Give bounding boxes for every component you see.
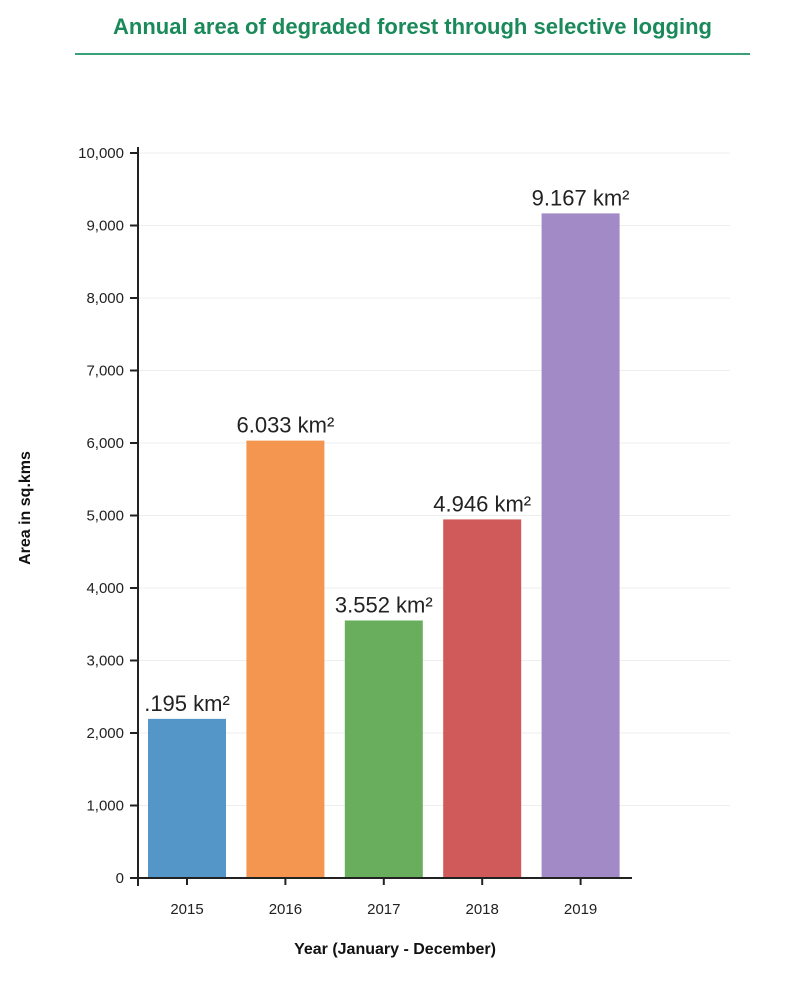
x-tick-label: 2015 <box>170 901 203 918</box>
x-tick-label: 2017 <box>367 901 400 918</box>
y-tick-label: 4,000 <box>86 580 124 597</box>
chart-title: Annual area of degraded forest through s… <box>113 14 712 39</box>
y-tick-label: 1,000 <box>86 798 124 815</box>
data-labels: .195 km² 6.033 km² 3.552 km² 4.946 km² 9.167… <box>144 185 629 715</box>
bar-2019 <box>541 213 620 878</box>
y-tick-label: 7,000 <box>86 363 124 380</box>
data-label-2019: 9.167 km² <box>532 185 630 210</box>
y-tick-label: 9,000 <box>86 218 124 235</box>
bar-2016 <box>246 440 325 878</box>
data-label-2016: 6.033 km² <box>236 413 334 438</box>
y-tick-label: 2,000 <box>86 725 124 742</box>
x-tick-label: 2016 <box>269 901 302 918</box>
x-axis-title: Year (January - December) <box>294 941 496 958</box>
bar-2015 <box>148 718 226 878</box>
title-underline <box>75 53 750 55</box>
y-tick-label: 5,000 <box>86 508 124 525</box>
x-tick-label: 2019 <box>564 901 597 918</box>
y-tick-label: 8,000 <box>86 290 124 307</box>
y-tick-label: 6,000 <box>86 435 124 452</box>
bar-2017 <box>344 620 423 878</box>
data-label-2017: 3.552 km² <box>335 592 433 617</box>
data-label-2015: .195 km² <box>144 691 230 716</box>
data-label-2018: 4.946 km² <box>433 491 531 516</box>
y-axis-title: Area in sq.kms <box>17 451 34 565</box>
bars <box>148 213 620 878</box>
y-tick-label: 10,000 <box>78 145 124 162</box>
bar-2018 <box>443 519 522 878</box>
axes: 0 1,000 2,000 3,000 4,000 5,000 6,000 7,000 8,00… <box>78 145 632 918</box>
gridlines <box>138 152 730 806</box>
y-tick-label: 0 <box>116 870 124 887</box>
y-tick-label: 3,000 <box>86 653 124 670</box>
x-tick-label: 2018 <box>466 901 499 918</box>
